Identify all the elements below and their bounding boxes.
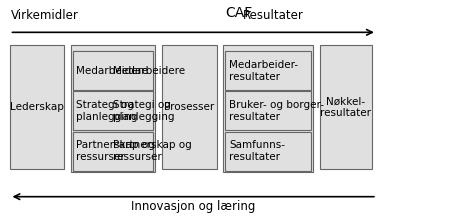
Text: Resultater: Resultater	[243, 9, 304, 22]
Text: Partnerskap og
ressurser: Partnerskap og ressurser	[112, 140, 191, 162]
Bar	[319, 45, 371, 169]
Bar	[225, 91, 310, 130]
Text: Lederskap: Lederskap	[10, 102, 64, 112]
Text: Strategi og
planlegging: Strategi og planlegging	[112, 100, 174, 122]
Bar	[72, 132, 153, 171]
Text: Medarbeidere: Medarbeidere	[112, 66, 185, 76]
Bar	[10, 45, 64, 169]
Bar	[72, 51, 153, 90]
Bar	[223, 45, 312, 172]
Text: Prosesser: Prosesser	[164, 102, 214, 112]
Text: Medarbeidere: Medarbeidere	[76, 66, 148, 76]
Bar	[72, 91, 153, 130]
Text: Nøkkel-
resultater: Nøkkel- resultater	[320, 96, 370, 118]
Bar	[72, 91, 153, 130]
Text: Strategi og
planlegging: Strategi og planlegging	[76, 100, 138, 122]
Text: Partnerskap og
ressurser: Partnerskap og ressurser	[76, 140, 155, 162]
Text: Medarbeider-
resultater: Medarbeider- resultater	[228, 60, 298, 82]
Text: Virkemidler: Virkemidler	[10, 9, 78, 22]
Bar	[70, 45, 155, 172]
Text: CAF: CAF	[224, 6, 252, 20]
Bar	[72, 132, 153, 171]
Text: Samfunns-
resultater: Samfunns- resultater	[228, 140, 284, 162]
Text: Innovasjon og læring: Innovasjon og læring	[131, 200, 255, 213]
Text: Bruker- og borger-
resultater: Bruker- og borger- resultater	[228, 100, 323, 122]
Bar	[162, 45, 217, 169]
Bar	[225, 132, 310, 171]
Bar	[72, 51, 153, 90]
Bar	[225, 51, 310, 90]
